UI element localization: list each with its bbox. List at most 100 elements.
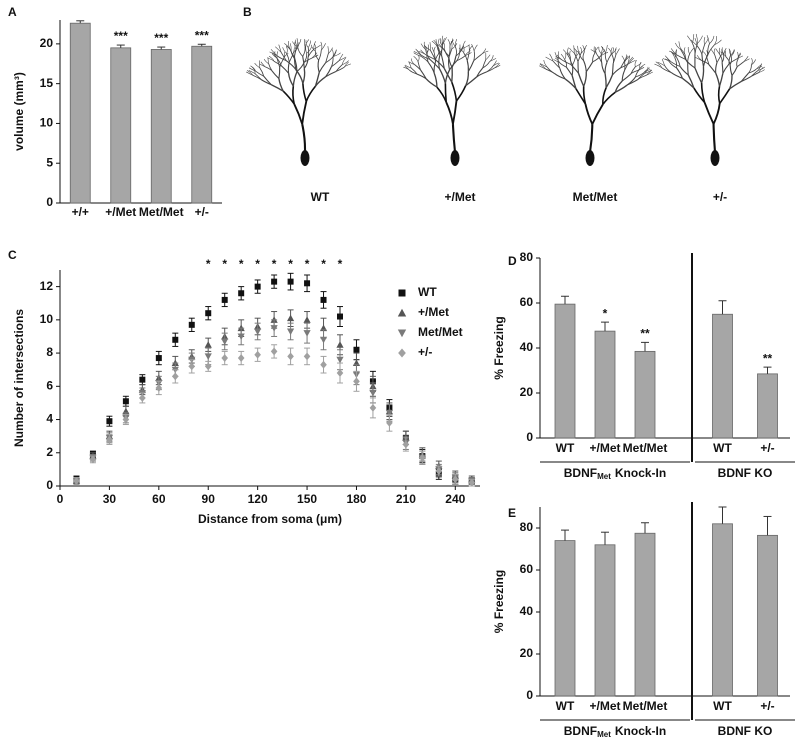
- significance: *: [206, 257, 211, 271]
- legend-label: Met/Met: [418, 325, 463, 339]
- dendrite: [302, 46, 306, 57]
- dendrite: [675, 49, 677, 58]
- bar: [634, 532, 656, 697]
- panel-letter: D: [508, 254, 517, 268]
- dendrite: [729, 80, 742, 90]
- dendrite: [634, 59, 637, 67]
- dendrite: [289, 48, 295, 58]
- dendrite: [680, 49, 686, 60]
- dendrite: [442, 37, 447, 46]
- dendrite: [450, 41, 453, 50]
- marker: [237, 333, 245, 341]
- dendrite: [694, 38, 698, 46]
- dendrite: [756, 65, 763, 70]
- group-label: BDNF KO: [718, 724, 773, 738]
- dendrite: [707, 43, 710, 55]
- dendrite: [430, 50, 436, 60]
- dendrite: [571, 75, 577, 89]
- dendrite: [702, 51, 707, 58]
- marker: [386, 418, 393, 427]
- x-tick-label: +/-: [760, 699, 774, 713]
- dendrite: [664, 65, 672, 73]
- dendrite: [278, 67, 281, 79]
- dendrite: [595, 47, 598, 55]
- x-tick-label: Met/Met: [623, 441, 668, 455]
- marker: [336, 356, 344, 364]
- dendrite: [305, 45, 307, 54]
- marker: [435, 467, 443, 475]
- group-label-main: BDNF KO: [718, 466, 773, 480]
- dendrite: [293, 103, 304, 125]
- dendrite: [438, 68, 447, 84]
- legend-marker: [398, 348, 406, 358]
- dendrite: [577, 53, 582, 62]
- dendrite: [468, 45, 473, 53]
- dendrite: [327, 46, 329, 54]
- dendrite: [697, 35, 703, 44]
- dendrite: [447, 39, 451, 47]
- error-bar: [718, 506, 727, 524]
- dendrite: [314, 76, 326, 87]
- bar: [712, 313, 733, 439]
- panel-letter: B: [243, 5, 252, 19]
- marker: [271, 278, 278, 285]
- y-tick-label: 6: [46, 378, 53, 392]
- dendrite: [444, 69, 451, 84]
- dendrite: [296, 62, 305, 72]
- dendrite: [451, 124, 457, 153]
- dendrite: [304, 38, 306, 47]
- marker: [204, 341, 212, 348]
- dendrite: [473, 44, 478, 52]
- dendrite: [454, 46, 457, 57]
- dendrite: [715, 48, 720, 55]
- dendrite: [248, 70, 256, 74]
- dendrite: [335, 67, 345, 72]
- genotype-label: Met/Met: [573, 190, 618, 204]
- marker: [419, 453, 426, 462]
- dendrite: [556, 54, 563, 61]
- dendrite: [259, 67, 265, 77]
- bar: [634, 350, 656, 439]
- dendrite: [703, 37, 706, 45]
- dendrite: [448, 46, 451, 57]
- panel-letter: A: [8, 5, 17, 19]
- x-tick-label: +/Met: [105, 205, 136, 219]
- dendrite: [293, 46, 298, 58]
- dendrite: [305, 85, 317, 102]
- y-tick-label: 20: [40, 36, 54, 50]
- dendrite: [409, 70, 418, 75]
- y-tick-label: 0: [46, 478, 53, 492]
- y-tick-label: 80: [520, 520, 534, 534]
- significance: *: [305, 257, 310, 271]
- dendrite: [600, 46, 604, 54]
- neuron-drawing: [539, 44, 653, 166]
- genotype-label: WT: [311, 190, 330, 204]
- dendrite: [426, 54, 436, 60]
- dendrite: [748, 64, 752, 74]
- y-tick-label: 0: [526, 688, 533, 702]
- dendrite: [320, 41, 323, 51]
- dendrite: [482, 61, 490, 69]
- significance: **: [640, 327, 650, 341]
- dendrite: [687, 63, 689, 75]
- error-bar: [561, 295, 569, 305]
- dendrite: [452, 100, 458, 125]
- dendrite: [748, 68, 757, 74]
- dendrite: [598, 47, 602, 54]
- neuron-drawing: [403, 35, 501, 166]
- dendrite: [689, 47, 695, 55]
- marker: [155, 384, 163, 392]
- dendrite: [296, 39, 302, 48]
- significance: *: [338, 257, 343, 271]
- dendrite: [611, 67, 621, 76]
- dendrite: [332, 50, 337, 58]
- dendrite: [722, 63, 730, 74]
- dendrite: [737, 52, 741, 59]
- dendrite: [420, 69, 427, 80]
- group-label-rest: Knock-In: [615, 466, 666, 480]
- dendrite: [635, 72, 644, 78]
- x-tick-label: 30: [103, 492, 117, 506]
- dendrite: [331, 56, 334, 67]
- dendrite: [451, 81, 458, 102]
